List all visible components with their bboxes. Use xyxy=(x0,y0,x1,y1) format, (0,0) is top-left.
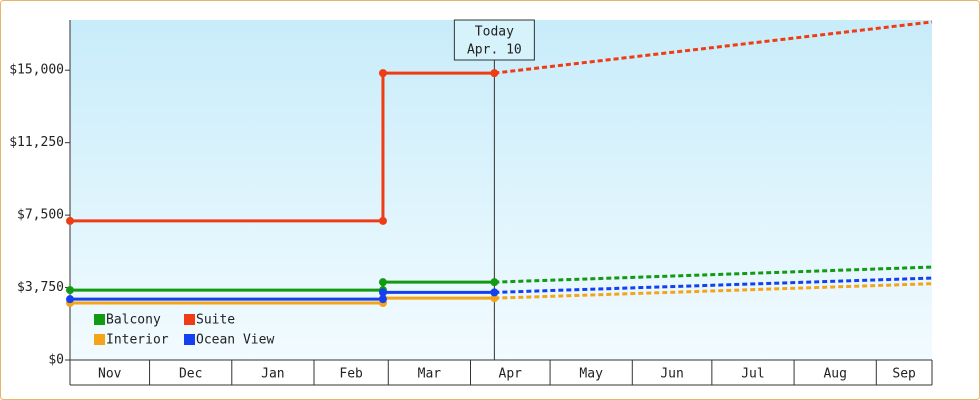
legend-label: Ocean View xyxy=(196,333,274,348)
today-date: Apr. 10 xyxy=(467,43,522,58)
x-tick-label: Jan xyxy=(261,367,284,382)
x-tick-label: Nov xyxy=(98,367,122,382)
legend-swatch xyxy=(184,334,195,345)
legend-swatch xyxy=(94,334,105,345)
actual-line xyxy=(70,71,495,223)
forecast-line xyxy=(494,265,933,284)
x-tick-label: Jul xyxy=(741,367,764,382)
point xyxy=(378,278,387,287)
point xyxy=(378,295,387,304)
today-label: Today xyxy=(475,25,514,40)
forecast-line xyxy=(494,276,933,294)
x-tick-label: Jun xyxy=(660,367,683,382)
point xyxy=(490,294,499,303)
point xyxy=(378,69,387,78)
x-axis-band xyxy=(70,360,932,385)
y-tick-label: $3,750 xyxy=(17,280,64,295)
point xyxy=(66,216,74,225)
point xyxy=(66,295,74,304)
y-tick-label: $15,000 xyxy=(9,63,64,78)
x-tick-label: May xyxy=(579,367,603,382)
legend-label: Balcony xyxy=(106,313,161,328)
legend-swatch xyxy=(184,314,195,325)
x-tick-label: Feb xyxy=(339,367,363,382)
point xyxy=(490,278,499,287)
x-tick-label: Apr xyxy=(499,367,523,382)
legend-label: Suite xyxy=(196,313,235,328)
legend-label: Interior xyxy=(106,333,169,348)
x-tick-label: Aug xyxy=(823,367,846,382)
x-tick-label: Sep xyxy=(892,367,916,382)
x-tick-label: Mar xyxy=(418,367,442,382)
legend-swatch xyxy=(94,314,105,325)
forecast-line xyxy=(494,20,933,75)
y-tick-label: $0 xyxy=(48,353,64,368)
point xyxy=(378,288,387,297)
x-tick-label: Dec xyxy=(179,367,202,382)
point xyxy=(490,69,499,78)
y-tick-label: $11,250 xyxy=(9,135,64,150)
point xyxy=(378,216,387,225)
point xyxy=(490,288,499,297)
forecast-line xyxy=(494,282,933,300)
today-box xyxy=(453,19,535,61)
y-tick-label: $7,500 xyxy=(17,208,64,223)
point xyxy=(66,286,74,295)
plot-area xyxy=(70,20,932,360)
